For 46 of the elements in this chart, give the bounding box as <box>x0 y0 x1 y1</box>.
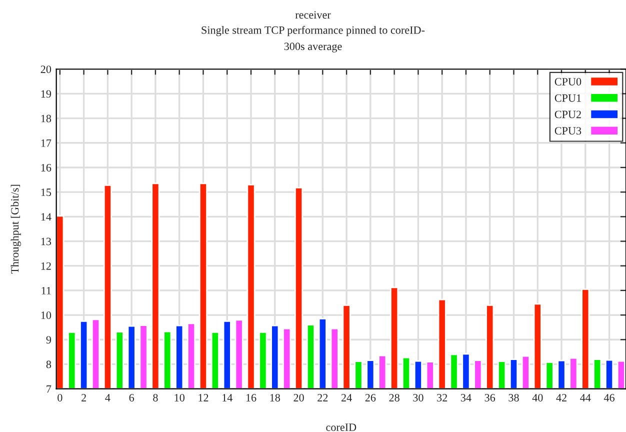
y-tick-label: 10 <box>41 311 52 319</box>
chart-subtitle: Single stream TCP performance pinned to coreID- 300s average <box>202 26 425 52</box>
x-axis-title: coreID <box>326 424 356 431</box>
y-tick-label: 12 <box>41 262 51 270</box>
y-tick-label: 16 <box>41 164 52 172</box>
y-tick-label: 14 <box>41 213 52 221</box>
x-tick-label: 26 <box>365 394 376 402</box>
legend-label: CPU3 <box>554 127 582 135</box>
y-tick-label: 13 <box>41 238 52 246</box>
x-tick-label: 16 <box>246 394 256 402</box>
y-tick-label: 15 <box>41 188 52 196</box>
y-tick-label: 9 <box>46 336 52 344</box>
y-tick-label: 11 <box>42 286 51 294</box>
x-tick-label: 14 <box>222 394 232 402</box>
x-tick-label: 24 <box>341 394 352 402</box>
x-tick-label: 2 <box>82 394 86 402</box>
chart-title: receiver <box>295 11 331 19</box>
x-tick-label: 18 <box>270 394 280 402</box>
x-tick-label: 12 <box>198 394 208 402</box>
x-tick-label: 46 <box>604 394 615 402</box>
y-tick-label: 8 <box>46 360 52 368</box>
x-tick-label: 38 <box>508 394 519 402</box>
x-tick-label: 34 <box>460 394 472 402</box>
y-tick-label: 7 <box>46 385 52 393</box>
legend-label: CPU2 <box>554 110 581 118</box>
x-tick-label: 4 <box>105 394 110 402</box>
x-tick-label: 20 <box>294 394 304 402</box>
y-tick-label: 17 <box>41 139 52 147</box>
x-tick-label: 10 <box>174 394 184 402</box>
x-tick-label: 28 <box>389 394 400 402</box>
x-tick-label: 30 <box>413 394 424 402</box>
x-tick-label: 8 <box>153 394 158 402</box>
y-tick-label: 18 <box>41 114 52 122</box>
x-tick-label: 36 <box>484 394 496 402</box>
y-tick-label: 20 <box>40 66 52 74</box>
x-tick-label: 6 <box>129 394 134 402</box>
y-axis-title: Throughput [Gbit/s] <box>10 184 21 274</box>
x-tick-label: 44 <box>580 394 591 402</box>
x-tick-label: 32 <box>437 394 448 402</box>
x-tick-label: 42 <box>556 394 566 402</box>
y-tick-label: 19 <box>41 90 52 98</box>
x-tick-label: 0 <box>58 394 62 402</box>
legend-label: CPU1 <box>554 94 581 102</box>
x-tick-label: 22 <box>318 394 328 402</box>
legend-label: CPU0 <box>554 78 582 86</box>
x-tick-label: 40 <box>532 394 543 402</box>
